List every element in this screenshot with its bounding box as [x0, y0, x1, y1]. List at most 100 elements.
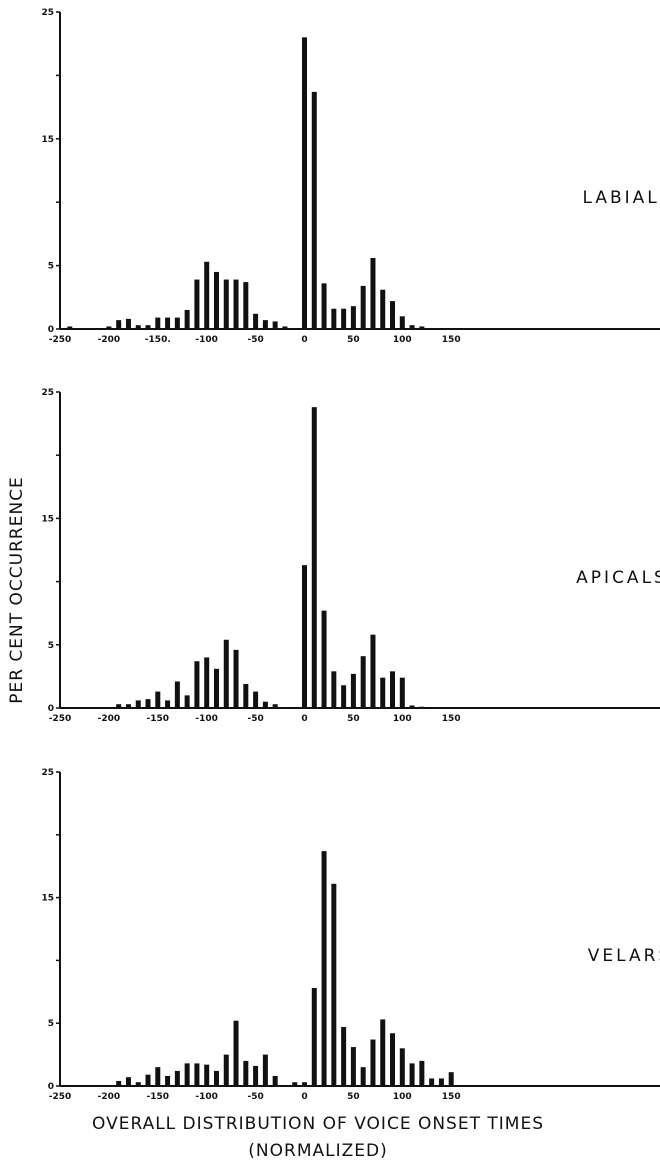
bar — [390, 301, 396, 329]
bar — [302, 37, 307, 330]
chart-panel-3: 0 5 15 25 -250 -200 -150 -100 -50 0 50 100 150 VELARS — [41, 768, 660, 1102]
y-tick-label: 5 — [48, 262, 54, 272]
bar — [419, 1060, 425, 1086]
panel-title: VELARS — [588, 946, 660, 966]
x-tick-label: 0 — [301, 335, 307, 345]
x-tick-label: -250 — [49, 335, 72, 345]
y-tick-label: 15 — [41, 514, 54, 524]
bar — [262, 701, 268, 708]
x-tick-label: 150 — [442, 1092, 461, 1102]
bar — [399, 1048, 405, 1086]
x-tick-label: 50 — [347, 714, 360, 724]
bar — [194, 1063, 200, 1086]
bar — [213, 271, 219, 329]
bar — [399, 677, 405, 708]
bar — [272, 321, 278, 329]
x-tick-label: 100 — [393, 1092, 412, 1102]
bar — [223, 1054, 229, 1086]
x-tick-label: -100 — [195, 1092, 218, 1102]
x-tick-label: -200 — [98, 1092, 121, 1102]
y-tick-label: 25 — [41, 768, 54, 778]
y-tick-label: 15 — [41, 894, 54, 904]
bar — [106, 326, 112, 329]
bar — [419, 706, 425, 708]
bar — [116, 704, 122, 708]
bar — [155, 1067, 161, 1086]
bar — [243, 282, 249, 329]
bar — [145, 325, 151, 329]
bar — [116, 1080, 122, 1086]
x-tick-label: 150 — [442, 335, 461, 345]
bar — [233, 279, 239, 329]
bar — [165, 700, 171, 708]
x-tick-label: 0 — [301, 1092, 307, 1102]
bar — [390, 671, 396, 708]
x-tick-label: 150 — [442, 714, 461, 724]
bar — [311, 407, 317, 708]
bar — [174, 317, 180, 329]
y-tick-label: 0 — [48, 704, 54, 714]
bar — [116, 320, 122, 329]
x-tick-label: -150 — [147, 1092, 170, 1102]
x-tick-label: 0 — [301, 714, 307, 724]
bar — [380, 289, 386, 329]
bar — [350, 1047, 356, 1086]
bar — [204, 261, 210, 329]
bar — [174, 681, 180, 708]
bar — [331, 308, 337, 329]
bar — [125, 318, 131, 329]
bar — [145, 1074, 151, 1086]
bar — [194, 279, 200, 329]
bar — [262, 320, 268, 329]
bar — [350, 306, 356, 329]
bar — [311, 91, 317, 329]
bar — [213, 1070, 219, 1086]
bar — [321, 851, 327, 1086]
bar — [194, 661, 200, 708]
bar — [135, 1082, 141, 1086]
bar — [370, 257, 376, 329]
x-tick-label: 100 — [393, 714, 412, 724]
x-axis-caption-line2: (NORMALIZED) — [248, 1141, 387, 1161]
x-tick-label: -200 — [98, 714, 121, 724]
bar — [302, 1082, 307, 1086]
y-tick-label: 0 — [48, 325, 54, 335]
x-tick-label: 50 — [347, 1092, 360, 1102]
bar — [321, 283, 327, 329]
y-tick-label: 25 — [41, 388, 54, 398]
bar — [409, 1063, 415, 1086]
bar — [145, 699, 151, 708]
bar — [360, 285, 366, 329]
bar — [125, 704, 131, 708]
bar — [243, 1060, 249, 1086]
x-tick-label: -100 — [195, 714, 218, 724]
bar — [243, 683, 249, 708]
bar — [380, 677, 386, 708]
bar — [409, 325, 415, 329]
bar — [67, 326, 73, 329]
bar — [438, 1078, 444, 1086]
bar — [341, 308, 347, 329]
x-tick-label: 50 — [347, 335, 360, 345]
bar — [213, 668, 219, 708]
x-tick-label: -150 — [147, 714, 170, 724]
panel-title: APICALS — [576, 568, 660, 588]
x-tick-label: -50 — [247, 714, 263, 724]
bar — [272, 704, 278, 708]
bar — [204, 1064, 210, 1086]
bar — [233, 649, 239, 708]
bar — [341, 685, 347, 708]
bar — [233, 1020, 239, 1086]
y-tick-label: 15 — [41, 135, 54, 145]
x-tick-label: -250 — [49, 714, 72, 724]
x-tick-label: -200 — [98, 335, 121, 345]
bar — [350, 673, 356, 708]
bar — [448, 1072, 454, 1086]
bar — [360, 1067, 366, 1086]
y-tick-label: 5 — [48, 1019, 54, 1029]
bar — [135, 325, 141, 329]
bar — [341, 1026, 347, 1086]
bar — [282, 326, 288, 329]
bar — [253, 313, 259, 329]
